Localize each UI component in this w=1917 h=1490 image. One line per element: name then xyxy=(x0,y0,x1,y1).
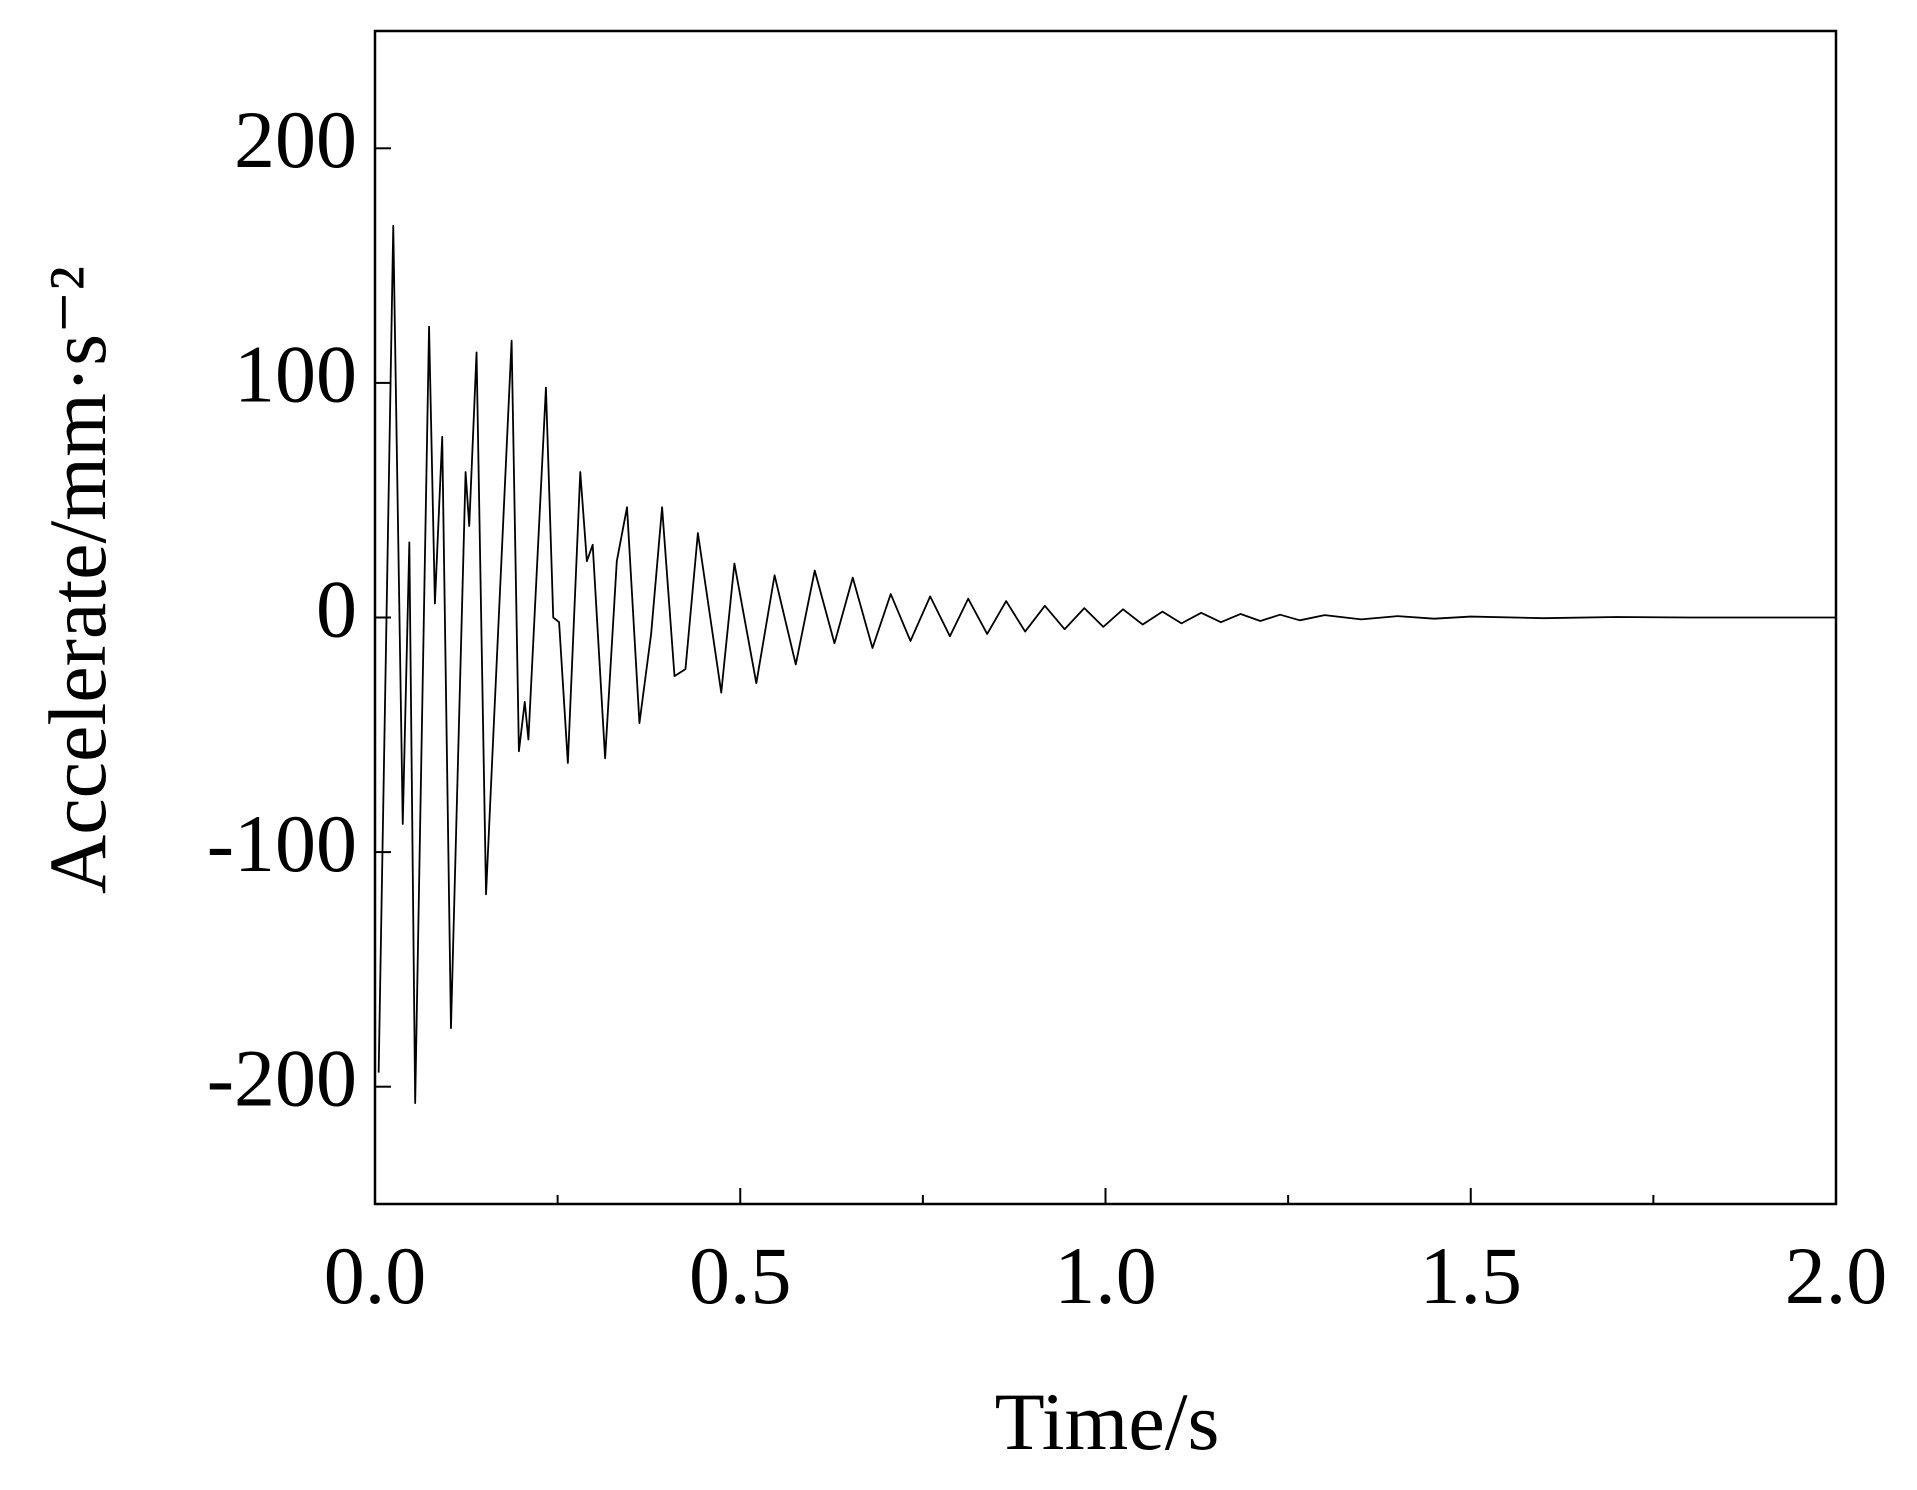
x-tick-label: 0.5 xyxy=(689,1230,792,1321)
y-tick-label: 200 xyxy=(234,94,357,185)
x-tick-label: 0.0 xyxy=(324,1230,427,1321)
y-tick-label: -100 xyxy=(207,798,357,889)
data-line xyxy=(377,224,1836,1105)
plot-frame xyxy=(373,29,1838,1206)
x-tick-label: 2.0 xyxy=(1785,1230,1888,1321)
x-tick-label: 1.5 xyxy=(1420,1230,1523,1321)
y-tick-label: 100 xyxy=(234,329,357,420)
y-axis-label: Accelerate/mm·s⁻² xyxy=(32,266,123,894)
x-tick-label: 1.0 xyxy=(1054,1230,1157,1321)
y-tick-label: 0 xyxy=(316,563,357,654)
x-axis-label: Time/s xyxy=(995,1376,1220,1467)
y-tick-label: -200 xyxy=(207,1033,357,1124)
